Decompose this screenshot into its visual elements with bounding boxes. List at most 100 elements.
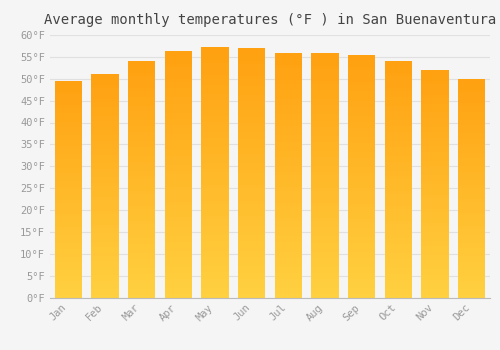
Bar xyxy=(201,47,229,50)
Bar xyxy=(421,121,448,124)
Bar xyxy=(128,120,156,123)
Bar xyxy=(458,180,485,183)
Bar xyxy=(458,281,485,284)
Bar xyxy=(274,212,302,215)
Bar xyxy=(238,132,266,135)
Bar xyxy=(458,158,485,161)
Bar xyxy=(128,185,156,188)
Bar xyxy=(348,258,376,261)
Bar xyxy=(54,94,82,97)
Bar xyxy=(201,175,229,178)
Bar xyxy=(238,135,266,139)
Bar xyxy=(311,130,339,133)
Bar xyxy=(91,272,119,275)
Bar xyxy=(164,131,192,134)
Bar xyxy=(348,122,376,125)
Bar xyxy=(201,128,229,132)
Bar xyxy=(274,282,302,285)
Bar xyxy=(384,176,412,179)
Bar xyxy=(384,253,412,256)
Bar xyxy=(348,213,376,216)
Bar xyxy=(91,121,119,124)
Bar xyxy=(311,87,339,90)
Bar xyxy=(164,220,192,224)
Bar xyxy=(274,246,302,248)
Bar xyxy=(91,105,119,107)
Bar xyxy=(458,92,485,95)
Bar xyxy=(348,261,376,264)
Bar xyxy=(238,288,266,291)
Bar xyxy=(91,163,119,166)
Bar xyxy=(54,208,82,211)
Bar xyxy=(274,292,302,294)
Bar xyxy=(384,247,412,250)
Bar xyxy=(458,234,485,237)
Bar xyxy=(458,117,485,120)
Bar xyxy=(311,69,339,72)
Title: Average monthly temperatures (°F ) in San Buenaventura: Average monthly temperatures (°F ) in Sa… xyxy=(44,13,496,27)
Bar xyxy=(164,193,192,196)
Bar xyxy=(91,74,119,77)
Bar xyxy=(238,98,266,101)
Bar xyxy=(238,117,266,120)
Bar xyxy=(164,251,192,254)
Bar xyxy=(238,123,266,126)
Bar xyxy=(421,95,448,98)
Bar xyxy=(54,287,82,289)
Bar xyxy=(54,170,82,173)
Bar xyxy=(54,140,82,143)
Bar xyxy=(384,100,412,103)
Bar xyxy=(128,168,156,170)
Bar xyxy=(91,284,119,286)
Bar xyxy=(458,139,485,142)
Bar xyxy=(458,254,485,257)
Bar xyxy=(274,224,302,227)
Bar xyxy=(348,107,376,110)
Bar xyxy=(311,56,339,60)
Bar xyxy=(54,178,82,181)
Bar xyxy=(201,141,229,144)
Bar xyxy=(128,200,156,203)
Bar xyxy=(384,209,412,212)
Bar xyxy=(384,123,412,126)
Bar xyxy=(348,197,376,201)
Bar xyxy=(311,124,339,127)
Bar xyxy=(238,70,266,73)
Bar xyxy=(164,208,192,211)
Bar xyxy=(164,122,192,125)
Bar xyxy=(348,225,376,228)
Bar xyxy=(421,212,448,215)
Bar xyxy=(128,85,156,88)
Bar xyxy=(274,218,302,221)
Bar xyxy=(54,195,82,197)
Bar xyxy=(421,192,448,195)
Bar xyxy=(311,75,339,78)
Bar xyxy=(164,282,192,285)
Bar xyxy=(274,80,302,84)
Bar xyxy=(91,286,119,289)
Bar xyxy=(164,61,192,63)
Bar xyxy=(348,294,376,297)
Bar xyxy=(348,279,376,282)
Bar xyxy=(164,116,192,119)
Bar xyxy=(54,265,82,268)
Bar xyxy=(91,82,119,85)
Bar xyxy=(348,137,376,140)
Bar xyxy=(348,79,376,82)
Bar xyxy=(384,241,412,244)
Bar xyxy=(311,166,339,169)
Bar xyxy=(201,247,229,251)
Bar xyxy=(274,258,302,261)
Bar xyxy=(201,188,229,191)
Bar xyxy=(238,111,266,114)
Bar xyxy=(384,289,412,292)
Bar xyxy=(54,111,82,113)
Bar xyxy=(201,100,229,104)
Bar xyxy=(54,230,82,232)
Bar xyxy=(421,132,448,135)
Bar xyxy=(238,238,266,242)
Bar xyxy=(164,110,192,113)
Bar xyxy=(274,145,302,148)
Bar xyxy=(91,180,119,183)
Bar xyxy=(311,233,339,237)
